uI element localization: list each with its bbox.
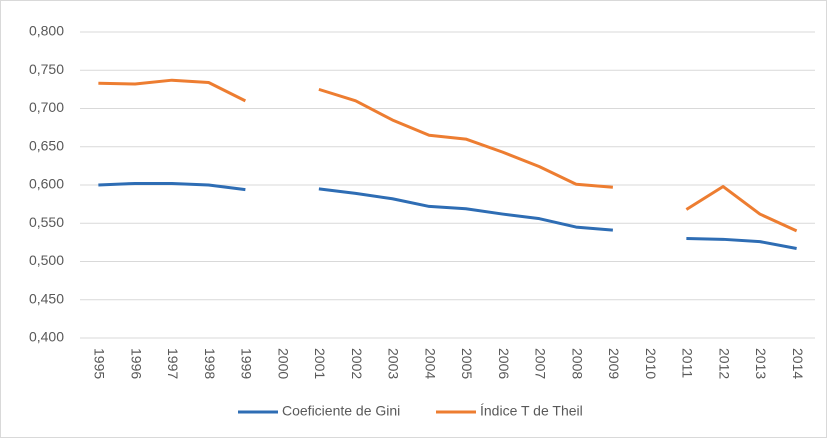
x-tick-label: 2007 — [533, 348, 549, 379]
x-tick-label: 2013 — [753, 348, 769, 379]
x-tick-label: 2002 — [349, 348, 365, 379]
x-tick-label: 1998 — [202, 348, 218, 379]
x-tick-label: 1995 — [92, 348, 108, 379]
legend-label: Coeficiente de Gini — [282, 403, 400, 419]
x-tick-label: 2005 — [459, 348, 475, 379]
x-tick-label: 2003 — [386, 348, 402, 379]
y-tick-label: 0,700 — [29, 99, 64, 115]
series-line — [98, 181, 797, 250]
y-tick-label: 0,800 — [29, 23, 64, 39]
x-tick-label: 2009 — [606, 348, 622, 379]
y-tick-label: 0,500 — [29, 252, 64, 268]
x-tick-label: 2001 — [312, 348, 328, 379]
x-tick-label: 2000 — [275, 348, 291, 379]
y-tick-label: 0,600 — [29, 176, 64, 192]
legend-label: Índice T de Theil — [480, 403, 583, 419]
y-tick-label: 0,750 — [29, 61, 64, 77]
x-tick-label: 1999 — [239, 348, 255, 379]
series-line — [98, 78, 798, 233]
x-tick-label: 2012 — [716, 348, 732, 379]
y-tick-label: 0,400 — [29, 329, 64, 345]
y-tick-label: 0,650 — [29, 137, 64, 153]
y-tick-label: 0,550 — [29, 214, 64, 230]
x-tick-label: 2014 — [790, 348, 806, 379]
x-tick-label: 1997 — [165, 348, 181, 379]
x-tick-label: 2011 — [680, 348, 696, 378]
x-tick-label: 2004 — [422, 348, 438, 379]
x-tick-label: 2008 — [569, 348, 585, 379]
x-tick-label: 2006 — [496, 348, 512, 379]
y-tick-label: 0,450 — [29, 290, 64, 306]
x-tick-label: 1996 — [128, 348, 144, 379]
x-tick-label: 2010 — [643, 348, 659, 379]
